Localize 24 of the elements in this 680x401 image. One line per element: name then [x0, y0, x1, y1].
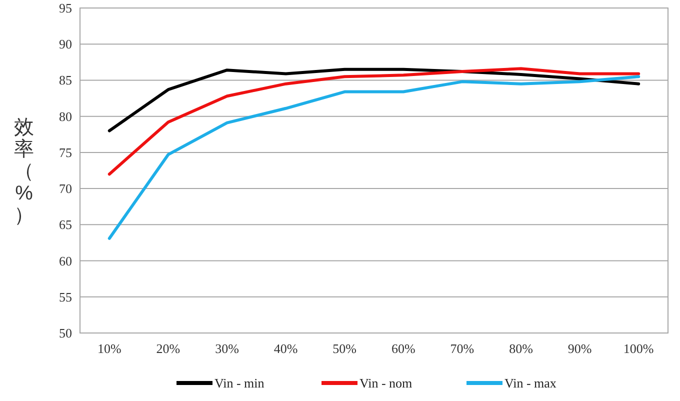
x-tick-label: 50% — [332, 341, 357, 356]
y-tick-label: 85 — [59, 72, 72, 88]
legend-label: Vin - min — [214, 376, 265, 390]
y-tick-label: 50 — [59, 326, 72, 340]
y-tick-label: 80 — [59, 108, 72, 124]
x-tick-label: 70% — [450, 341, 474, 356]
y-tick-label: 60 — [59, 253, 72, 268]
y-tick-label: 65 — [59, 217, 72, 232]
legend-label: Vin - max — [504, 376, 557, 390]
x-tick-label: 80% — [509, 341, 534, 356]
y-tick-label: 90 — [59, 36, 72, 52]
legend-label: Vin - nom — [360, 376, 412, 390]
x-tick-label: 20% — [156, 341, 180, 356]
x-tick-label: 60% — [391, 341, 416, 356]
x-tick-label: 100% — [623, 341, 654, 356]
x-tick-label: 40% — [274, 341, 298, 356]
x-tick-label: 10% — [97, 341, 122, 356]
x-tick-label: 30% — [215, 341, 240, 356]
y-tick-label: 55 — [59, 289, 72, 304]
y-tick-label: 75 — [59, 144, 72, 160]
y-axis-title: 效率（%） — [14, 116, 34, 226]
x-tick-label: 90% — [568, 341, 592, 356]
y-tick-label: 95 — [59, 0, 72, 16]
y-tick-label: 70 — [59, 181, 72, 196]
